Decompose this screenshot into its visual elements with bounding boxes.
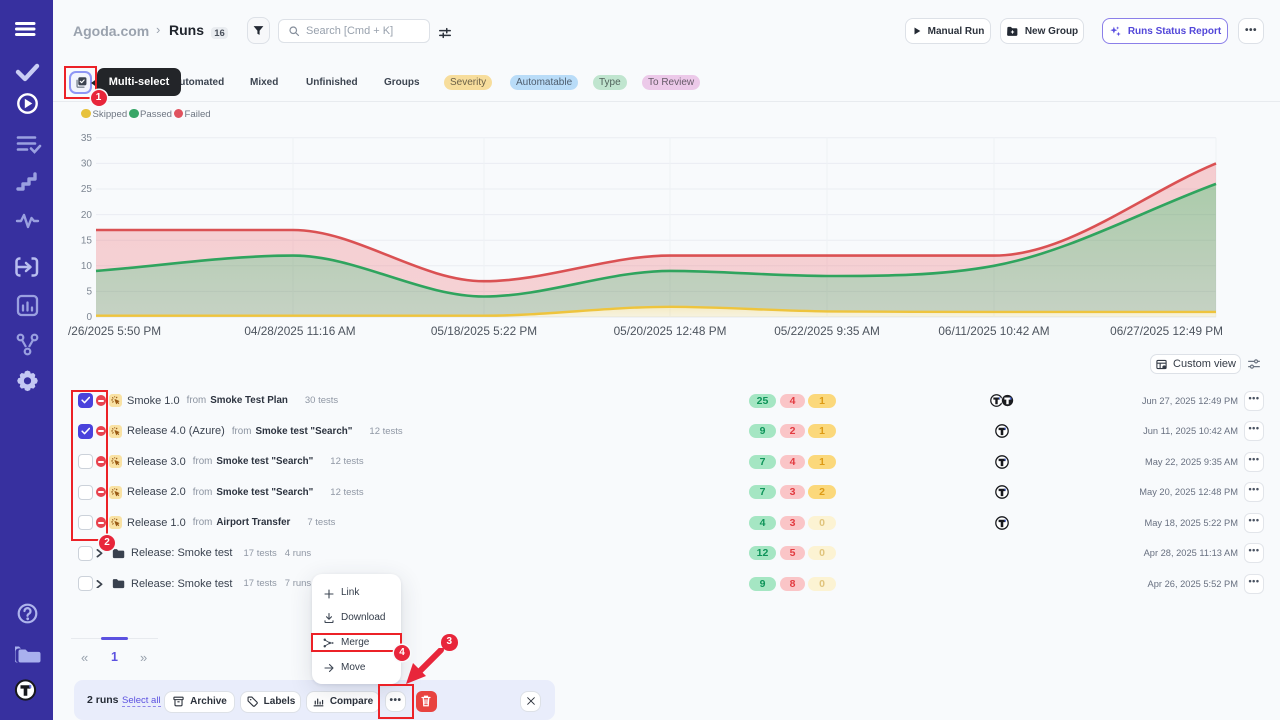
svg-text:04/28/2025 11:16 AM: 04/28/2025 11:16 AM bbox=[244, 324, 355, 338]
svg-text:20: 20 bbox=[81, 210, 93, 221]
svg-text:15: 15 bbox=[81, 235, 93, 246]
svg-text:06/11/2025 10:42 AM: 06/11/2025 10:42 AM bbox=[938, 324, 1049, 338]
svg-text:/26/2025 5:50 PM: /26/2025 5:50 PM bbox=[68, 324, 161, 338]
svg-text:05/18/2025 5:22 PM: 05/18/2025 5:22 PM bbox=[431, 324, 537, 338]
svg-text:5: 5 bbox=[86, 287, 92, 298]
svg-text:30: 30 bbox=[81, 159, 93, 170]
svg-text:25: 25 bbox=[81, 184, 93, 195]
svg-text:10: 10 bbox=[81, 261, 93, 272]
svg-text:06/27/2025 12:49 PM: 06/27/2025 12:49 PM bbox=[1110, 324, 1223, 338]
svg-text:05/20/2025 12:48 PM: 05/20/2025 12:48 PM bbox=[614, 324, 727, 338]
svg-text:0: 0 bbox=[86, 312, 92, 323]
svg-text:05/22/2025 9:35 AM: 05/22/2025 9:35 AM bbox=[774, 324, 880, 338]
svg-text:35: 35 bbox=[81, 133, 93, 144]
